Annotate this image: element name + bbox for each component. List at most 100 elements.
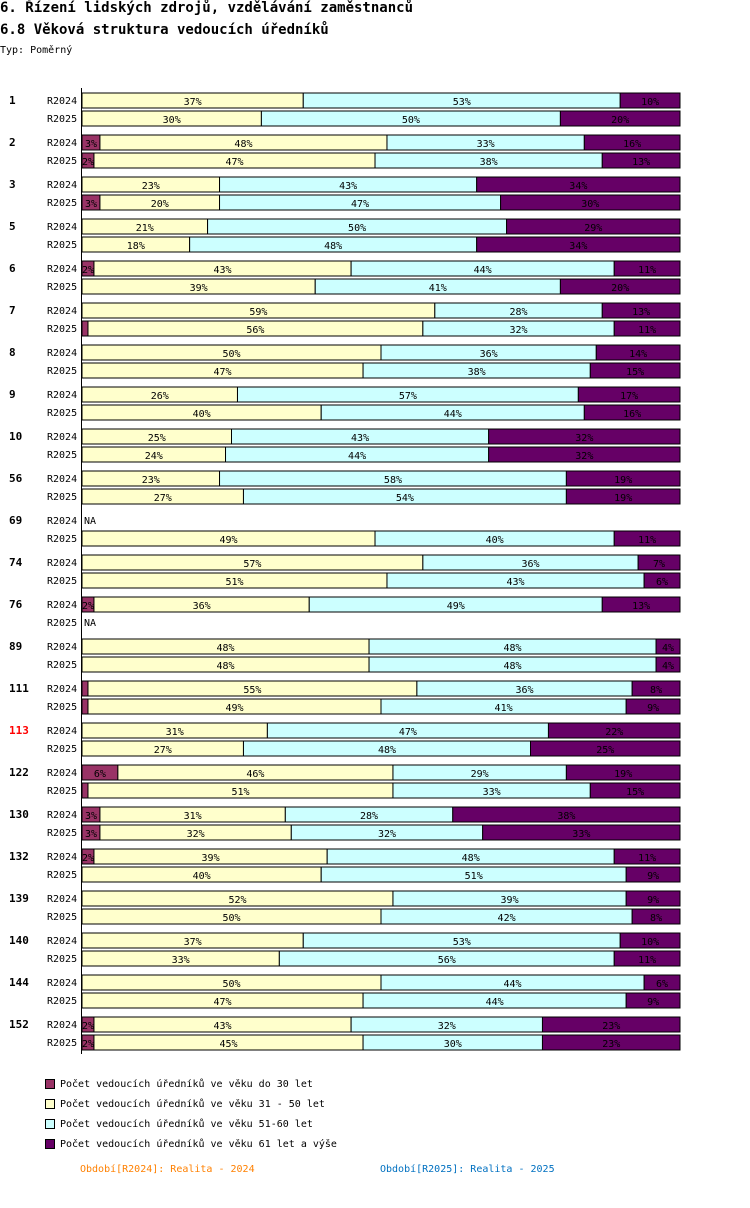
bar-value-label: 16% bbox=[623, 139, 641, 150]
bar-value-label: 43% bbox=[213, 265, 231, 276]
bar-value-label: 40% bbox=[193, 871, 211, 882]
bar-value-label: 56% bbox=[438, 955, 456, 966]
bar-value-label: 48% bbox=[216, 661, 234, 672]
bar-value-label: 48% bbox=[504, 661, 522, 672]
bar-value-label: 49% bbox=[225, 703, 243, 714]
legend-label: Počet vedoucích úředníků ve věku do 30 l… bbox=[60, 1079, 313, 1090]
bar-value-label: 10% bbox=[641, 937, 659, 948]
bar-value-label: 33% bbox=[477, 139, 495, 150]
period-row-label: R2025 bbox=[47, 870, 77, 881]
bar-value-label: 53% bbox=[453, 97, 471, 108]
period-row-label: R2024 bbox=[47, 306, 77, 317]
bar-value-label: 53% bbox=[453, 937, 471, 948]
bar-value-label: 44% bbox=[504, 979, 522, 990]
bar-segment-61-plus bbox=[625, 698, 681, 715]
bar-segment-under-30 bbox=[81, 782, 89, 799]
bar-segment-61-plus bbox=[541, 1034, 681, 1051]
period-row-label: R2024 bbox=[47, 726, 77, 737]
period-row-label: R2025 bbox=[47, 450, 77, 461]
bar-value-label: 41% bbox=[429, 283, 447, 294]
bar-segment-61-plus bbox=[601, 596, 681, 613]
period-row-label: R2025 bbox=[47, 366, 77, 377]
bar-value-label: 32% bbox=[187, 829, 205, 840]
bar-value-label: 57% bbox=[243, 559, 261, 570]
bar-value-label: 51% bbox=[231, 787, 249, 798]
stacked-bar-chart: 1 R2024 37% 53% 10%R2025 30% 50% 20%2 R2024 3% 48%… bbox=[9, 88, 681, 1054]
period-row-label: R2025 bbox=[47, 534, 77, 545]
bar-value-label: 45% bbox=[219, 1039, 237, 1050]
bar-value-label: 44% bbox=[474, 265, 492, 276]
period-row-label: R2025 bbox=[47, 156, 77, 167]
period-row-label: R2025 bbox=[47, 828, 77, 839]
period-row-label: R2024 bbox=[47, 852, 77, 863]
bar-value-label: 30% bbox=[444, 1039, 462, 1050]
bar-segment-under-30 bbox=[81, 698, 89, 715]
bar-value-label: 3% bbox=[85, 829, 97, 840]
na-label: NA bbox=[84, 618, 96, 629]
bar-value-label: 43% bbox=[507, 577, 525, 588]
legend-label: Počet vedoucích úředníků ve věku 61 let … bbox=[60, 1139, 337, 1150]
bar-segment-61-plus bbox=[601, 152, 681, 169]
bar-value-label: 36% bbox=[480, 349, 498, 360]
bar-value-label: 37% bbox=[184, 97, 202, 108]
bar-value-label: 22% bbox=[605, 727, 623, 738]
bar-value-label: 9% bbox=[647, 703, 659, 714]
bar-value-label: 43% bbox=[213, 1021, 231, 1032]
legend-item-61-plus: Počet vedoucích úředníků ve věku 61 let … bbox=[45, 1139, 337, 1150]
bar-value-label: 32% bbox=[510, 325, 528, 336]
bar-value-label: 48% bbox=[234, 139, 252, 150]
bar-value-label: 40% bbox=[193, 409, 211, 420]
period-row-label: R2024 bbox=[47, 600, 77, 611]
bar-value-label: 39% bbox=[202, 853, 220, 864]
bar-value-label: 2% bbox=[82, 157, 94, 168]
bar-value-label: 54% bbox=[396, 493, 414, 504]
bar-value-label: 33% bbox=[572, 829, 590, 840]
legend-swatch-51-60 bbox=[45, 1119, 55, 1129]
chart-type-label: Typ: Poměrný bbox=[0, 45, 73, 56]
bar-value-label: 20% bbox=[611, 115, 629, 126]
bar-value-label: 20% bbox=[611, 283, 629, 294]
bar-value-label: 3% bbox=[85, 199, 97, 210]
bar-value-label: 2% bbox=[82, 265, 94, 276]
bar-value-label: 13% bbox=[632, 157, 650, 168]
group-label: 69 bbox=[9, 514, 22, 527]
bar-value-label: 32% bbox=[438, 1021, 456, 1032]
bar-value-label: 16% bbox=[623, 409, 641, 420]
bar-segment-61-plus bbox=[482, 824, 681, 841]
bar-value-label: 33% bbox=[483, 787, 501, 798]
bar-value-label: 42% bbox=[498, 913, 516, 924]
bar-segment-61-plus bbox=[476, 236, 681, 253]
period-row-label: R2025 bbox=[47, 702, 77, 713]
group-label: 1 bbox=[9, 94, 16, 107]
bar-segment-61-plus bbox=[488, 446, 681, 463]
bar-value-label: 48% bbox=[462, 853, 480, 864]
bar-value-label: 38% bbox=[468, 367, 486, 378]
bar-value-label: 37% bbox=[184, 937, 202, 948]
bar-segment-61-plus bbox=[500, 194, 681, 211]
bar-segment-61-plus bbox=[565, 488, 681, 505]
period-label-2024: Období[R2024]: Realita - 2024 bbox=[80, 1164, 255, 1175]
bar-value-label: 11% bbox=[638, 325, 656, 336]
bar-value-label: 25% bbox=[596, 745, 614, 756]
group-label: 2 bbox=[9, 136, 16, 149]
bar-segment-61-plus bbox=[506, 218, 681, 235]
bar-value-label: 13% bbox=[632, 307, 650, 318]
bar-value-label: 47% bbox=[213, 997, 231, 1008]
bar-segment-61-plus bbox=[559, 110, 681, 127]
bar-value-label: 32% bbox=[575, 451, 593, 462]
period-row-label: R2024 bbox=[47, 810, 77, 821]
bar-segment-under-30 bbox=[81, 680, 89, 697]
bar-value-label: 23% bbox=[602, 1039, 620, 1050]
bar-value-label: 24% bbox=[145, 451, 163, 462]
na-label: NA bbox=[84, 516, 96, 527]
period-row-label: R2025 bbox=[47, 324, 77, 335]
bar-value-label: 36% bbox=[193, 601, 211, 612]
bar-value-label: 30% bbox=[163, 115, 181, 126]
bar-value-label: 39% bbox=[190, 283, 208, 294]
bar-segment-61-plus bbox=[613, 320, 681, 337]
group-label: 56 bbox=[9, 472, 23, 485]
period-row-label: R2024 bbox=[47, 432, 77, 443]
bar-value-label: 49% bbox=[219, 535, 237, 546]
bar-value-label: 8% bbox=[650, 685, 662, 696]
bar-segment-under-30 bbox=[81, 320, 89, 337]
